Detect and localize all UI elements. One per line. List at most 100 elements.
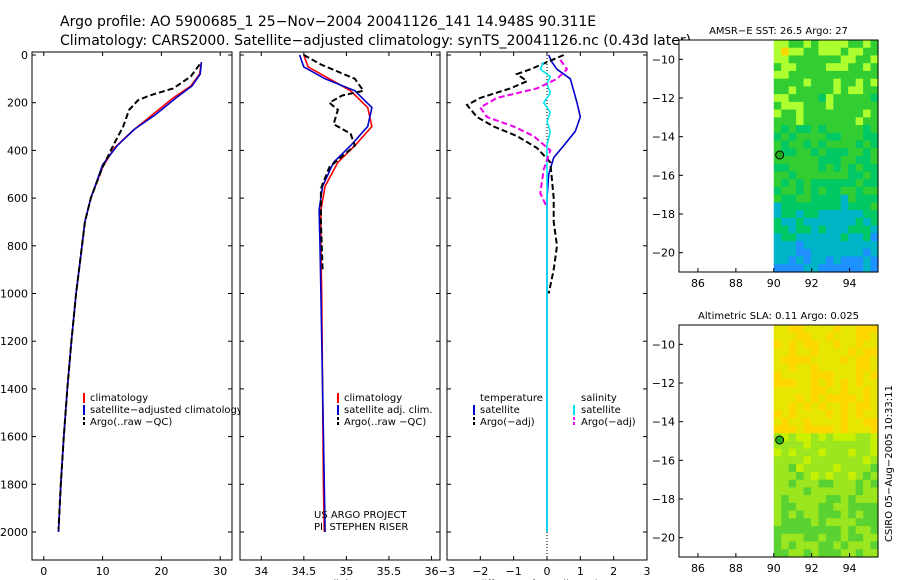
map-cell [803, 194, 812, 203]
map-cell [870, 109, 879, 118]
y-tick-label: 1400 [0, 383, 28, 396]
map-cell [833, 417, 842, 427]
map-cell [855, 355, 864, 365]
map-cell [788, 194, 797, 203]
map-cell [810, 456, 820, 465]
map-cell [781, 448, 790, 458]
map-cell [825, 163, 834, 173]
map-cell [781, 510, 790, 519]
map-cell [833, 487, 842, 496]
map-cell [833, 171, 842, 180]
map-cell [803, 264, 812, 273]
map-cell [810, 171, 820, 180]
map-cell [810, 332, 820, 342]
map-cell [796, 456, 805, 465]
map-cell [803, 156, 812, 165]
map-cell [781, 518, 790, 527]
map-cell [855, 186, 864, 196]
map-cell [848, 40, 857, 49]
map-cell [870, 148, 879, 157]
map-cell [810, 125, 820, 134]
map-cell [803, 363, 812, 372]
map-cell [781, 171, 790, 180]
map-cell [773, 256, 782, 265]
map-cell [833, 355, 842, 365]
map-cell [855, 86, 864, 95]
map-cell [833, 425, 842, 434]
sla-map-title: Altimetric SLA: 0.11 Argo: 0.025 [698, 311, 859, 322]
map-cell [840, 140, 849, 149]
map-cell [796, 363, 805, 372]
map-cell [870, 225, 879, 234]
map-cell [825, 101, 834, 111]
map-cell [788, 202, 797, 211]
map-cell [773, 171, 782, 180]
map-cell [810, 348, 820, 357]
map-cell [855, 379, 864, 388]
map-cell [855, 217, 864, 227]
map-cell [810, 495, 820, 504]
map-cell [870, 510, 879, 519]
map-cell [803, 217, 812, 227]
map-cell [803, 471, 812, 481]
map-cell [803, 179, 812, 188]
map-cell [796, 94, 805, 103]
map-cell [773, 425, 782, 434]
map-cell [803, 171, 812, 180]
map-cell [810, 194, 820, 203]
map-cell [855, 502, 864, 512]
map-cell [870, 264, 879, 273]
map-cell [863, 495, 872, 504]
map-cell [855, 101, 864, 111]
map-cell [833, 464, 842, 473]
map-cell [803, 479, 812, 488]
map-cell [781, 78, 790, 87]
map-cell [825, 448, 834, 458]
map-cell [870, 101, 879, 111]
map-cell [848, 332, 857, 342]
map-cell [796, 55, 805, 64]
map-cell [870, 125, 879, 134]
map-cell [788, 433, 797, 442]
map-cell [848, 117, 857, 126]
map-cell [833, 125, 842, 134]
map-cell [870, 433, 879, 442]
map-cell [855, 163, 864, 173]
map-cell [788, 394, 797, 403]
map-cell [781, 417, 790, 427]
map-cell [840, 340, 849, 349]
map-cell [818, 394, 827, 403]
map-cell [818, 386, 827, 396]
map-cell [788, 502, 797, 512]
map-cell [818, 549, 827, 558]
map-cell [818, 402, 827, 411]
map-cell [855, 194, 864, 203]
map-cell [855, 402, 864, 411]
map-cell [810, 325, 820, 334]
map-cell [840, 348, 849, 357]
map-cell [840, 40, 849, 49]
map-cell [833, 348, 842, 357]
map-cell [833, 264, 842, 273]
map-cell [863, 233, 872, 242]
map-cell [855, 363, 864, 372]
map-cell [773, 464, 782, 473]
map-cell [810, 132, 820, 142]
map-cell [788, 140, 797, 149]
map-cell [848, 132, 857, 142]
map-cell [863, 225, 872, 234]
map-cell [796, 194, 805, 203]
y-tick-label: 400 [7, 144, 28, 157]
legend-label: satellite adj. clim. [344, 405, 433, 416]
map-cell [796, 448, 805, 458]
map-y-tick-label: −10 [652, 53, 675, 66]
map-cell [781, 425, 790, 434]
map-cell [803, 441, 812, 450]
map-cell [781, 348, 790, 357]
map-cell [788, 94, 797, 103]
map-cell [825, 332, 834, 342]
map-cell [870, 233, 879, 242]
map-cell [796, 140, 805, 149]
map-cell [773, 210, 782, 219]
map-cell [840, 371, 849, 380]
